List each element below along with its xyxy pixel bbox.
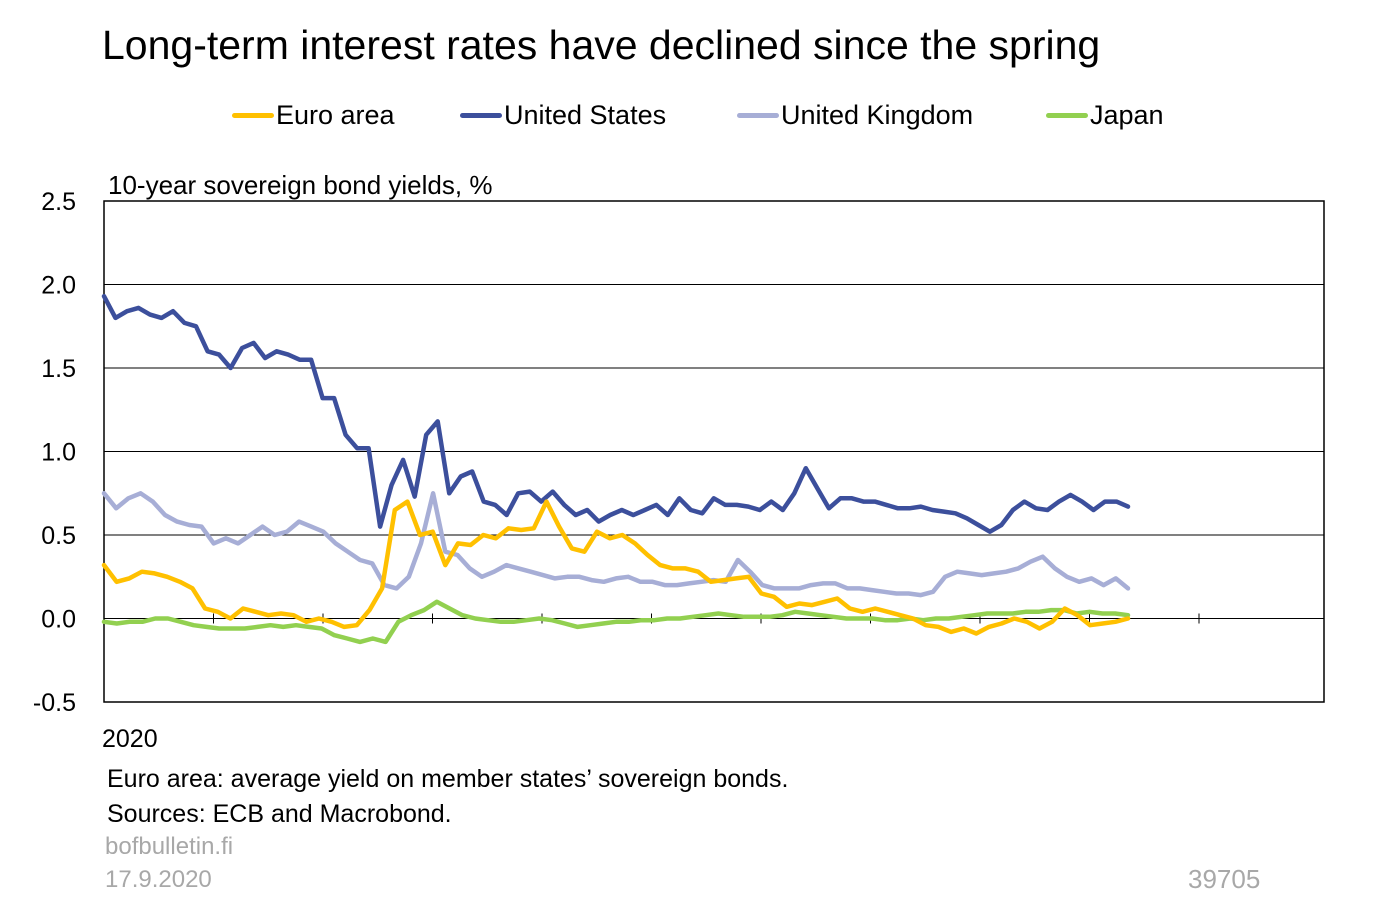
publish-date: 17.9.2020 [105, 866, 212, 893]
line-united-kingdom [101, 491, 1131, 598]
legend-item-united-states: United States [460, 100, 666, 131]
y-tick-label: 0.0 [41, 606, 76, 634]
legend-label-euro-area: Euro area [276, 100, 395, 130]
y-tick-label: 2.5 [41, 188, 76, 216]
legend-label-japan: Japan [1090, 100, 1164, 130]
legend-item-japan: Japan [1046, 100, 1164, 131]
y-tick-label: 0.5 [41, 522, 76, 550]
line-united-states [101, 293, 1131, 534]
legend-swatch-japan [1046, 113, 1088, 118]
line-euro-area [101, 499, 1131, 636]
footnote-sources: Sources: ECB and Macrobond. [107, 800, 452, 828]
legend-item-united-kingdom: United Kingdom [737, 100, 973, 131]
chart-title: Long-term interest rates have declined s… [102, 22, 1101, 68]
chart-id: 39705 [1188, 864, 1261, 894]
plot-frame [103, 200, 1325, 703]
footnote-euro-area: Euro area: average yield on member state… [107, 765, 789, 793]
x-axis-year-label: 2020 [102, 725, 158, 753]
legend: Euro area United States United Kingdom J… [0, 100, 1375, 140]
line-japan [101, 599, 1131, 645]
site-name: bofbulletin.fi [105, 833, 234, 860]
legend-swatch-united-kingdom [737, 113, 779, 118]
y-tick-label: 2.0 [41, 272, 76, 300]
legend-item-euro-area: Euro area [232, 100, 395, 131]
y-axis-unit-label: 10-year sovereign bond yields, % [108, 170, 493, 200]
y-tick-label: 1.0 [41, 439, 76, 467]
y-tick-label: 1.5 [41, 355, 76, 383]
legend-swatch-euro-area [232, 113, 274, 118]
legend-swatch-united-states [460, 113, 502, 118]
legend-label-united-kingdom: United Kingdom [781, 100, 974, 130]
legend-label-united-states: United States [504, 100, 667, 130]
y-tick-label: -0.5 [33, 689, 76, 717]
